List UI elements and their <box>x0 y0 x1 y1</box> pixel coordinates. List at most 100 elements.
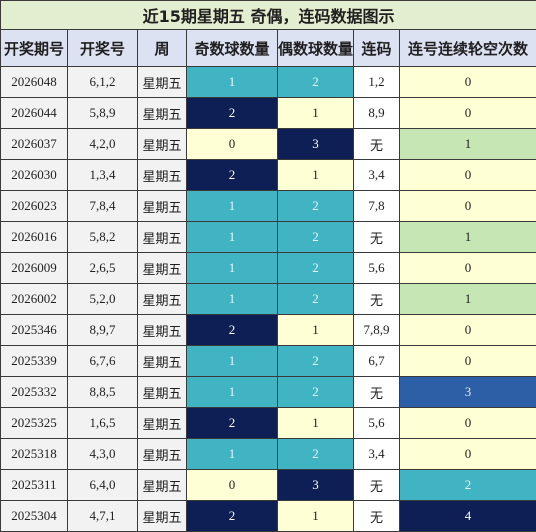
weekday-cell: 星期五 <box>138 67 187 98</box>
issue-cell: 2026037 <box>1 129 68 160</box>
gap-count-cell: 0 <box>400 408 536 439</box>
odd-count-cell: 1 <box>187 191 278 222</box>
consecutive-cell: 无 <box>354 377 400 408</box>
table-title: 近15期星期五 奇偶，连码数据图示 <box>1 1 536 30</box>
gap-count-cell: 0 <box>400 191 536 222</box>
even-count-cell: 1 <box>278 408 354 439</box>
odd-count-cell: 1 <box>187 377 278 408</box>
header-numbers: 开奖号 <box>68 30 138 67</box>
gap-count-cell: 0 <box>400 160 536 191</box>
issue-cell: 2026023 <box>1 191 68 222</box>
consecutive-cell: 6,7 <box>354 346 400 377</box>
issue-cell: 2026030 <box>1 160 68 191</box>
even-count-cell: 1 <box>278 315 354 346</box>
issue-cell: 2025346 <box>1 315 68 346</box>
odd-count-cell: 2 <box>187 408 278 439</box>
issue-cell: 2026044 <box>1 98 68 129</box>
gap-count-cell: 2 <box>400 470 536 501</box>
even-count-cell: 2 <box>278 377 354 408</box>
weekday-cell: 星期五 <box>138 408 187 439</box>
consecutive-cell: 3,4 <box>354 160 400 191</box>
weekday-cell: 星期五 <box>138 129 187 160</box>
consecutive-cell: 1,2 <box>354 67 400 98</box>
weekday-cell: 星期五 <box>138 222 187 253</box>
issue-cell: 2026048 <box>1 67 68 98</box>
issue-cell: 2026009 <box>1 253 68 284</box>
even-count-cell: 2 <box>278 439 354 470</box>
odd-count-cell: 0 <box>187 470 278 501</box>
even-count-cell: 1 <box>278 160 354 191</box>
weekday-cell: 星期五 <box>138 160 187 191</box>
gap-count-cell: 1 <box>400 129 536 160</box>
gap-count-cell: 0 <box>400 346 536 377</box>
even-count-cell: 1 <box>278 98 354 129</box>
header-weekday: 周 <box>138 30 187 67</box>
odd-count-cell: 2 <box>187 160 278 191</box>
header-odd-count: 奇数球数量 <box>187 30 278 67</box>
odd-count-cell: 2 <box>187 501 278 532</box>
consecutive-cell: 无 <box>354 129 400 160</box>
gap-count-cell: 1 <box>400 222 536 253</box>
issue-cell: 2026016 <box>1 222 68 253</box>
numbers-cell: 6,1,2 <box>68 67 138 98</box>
numbers-cell: 5,8,9 <box>68 98 138 129</box>
consecutive-cell: 5,6 <box>354 408 400 439</box>
numbers-cell: 4,7,1 <box>68 501 138 532</box>
odd-count-cell: 1 <box>187 222 278 253</box>
numbers-cell: 5,2,0 <box>68 284 138 315</box>
even-count-cell: 3 <box>278 129 354 160</box>
even-count-cell: 3 <box>278 470 354 501</box>
weekday-cell: 星期五 <box>138 377 187 408</box>
issue-cell: 2025311 <box>1 470 68 501</box>
weekday-cell: 星期五 <box>138 501 187 532</box>
header-consecutive: 连码 <box>354 30 400 67</box>
gap-count-cell: 0 <box>400 315 536 346</box>
header-issue: 开奖期号 <box>1 30 68 67</box>
odd-count-cell: 1 <box>187 253 278 284</box>
gap-count-cell: 1 <box>400 284 536 315</box>
issue-cell: 2025339 <box>1 346 68 377</box>
numbers-cell: 4,3,0 <box>68 439 138 470</box>
even-count-cell: 2 <box>278 346 354 377</box>
numbers-cell: 2,6,5 <box>68 253 138 284</box>
numbers-cell: 7,8,4 <box>68 191 138 222</box>
issue-cell: 2025332 <box>1 377 68 408</box>
weekday-cell: 星期五 <box>138 284 187 315</box>
odd-count-cell: 0 <box>187 129 278 160</box>
odd-count-cell: 2 <box>187 98 278 129</box>
odd-count-cell: 2 <box>187 315 278 346</box>
numbers-cell: 6,4,0 <box>68 470 138 501</box>
even-count-cell: 1 <box>278 501 354 532</box>
numbers-cell: 6,7,6 <box>68 346 138 377</box>
gap-count-cell: 0 <box>400 67 536 98</box>
numbers-cell: 5,8,2 <box>68 222 138 253</box>
gap-count-cell: 4 <box>400 501 536 532</box>
weekday-cell: 星期五 <box>138 346 187 377</box>
header-even-count: 偶数球数量 <box>278 30 354 67</box>
even-count-cell: 2 <box>278 191 354 222</box>
consecutive-cell: 无 <box>354 222 400 253</box>
header-gap-count: 连号连续轮空次数 <box>400 30 536 67</box>
consecutive-cell: 7,8 <box>354 191 400 222</box>
consecutive-cell: 8,9 <box>354 98 400 129</box>
consecutive-cell: 7,8,9 <box>354 315 400 346</box>
weekday-cell: 星期五 <box>138 98 187 129</box>
gap-count-cell: 3 <box>400 377 536 408</box>
odd-count-cell: 1 <box>187 67 278 98</box>
numbers-cell: 1,3,4 <box>68 160 138 191</box>
issue-cell: 2025304 <box>1 501 68 532</box>
odd-count-cell: 1 <box>187 346 278 377</box>
consecutive-cell: 5,6 <box>354 253 400 284</box>
consecutive-cell: 3,4 <box>354 439 400 470</box>
numbers-cell: 8,9,7 <box>68 315 138 346</box>
